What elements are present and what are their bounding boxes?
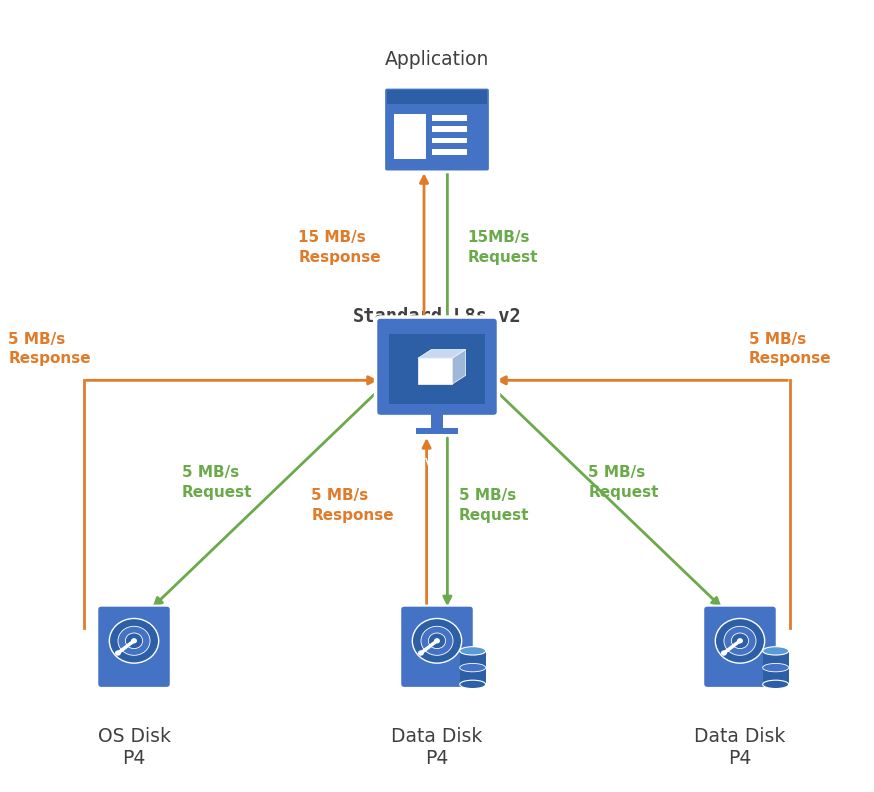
Bar	[460, 651, 486, 684]
Circle shape	[118, 626, 150, 655]
Text: 5 MB/s
Request: 5 MB/s Request	[459, 489, 529, 523]
Bar	[431, 412, 443, 428]
Circle shape	[418, 650, 424, 656]
Text: 5 MB/s
Request: 5 MB/s Request	[182, 465, 252, 500]
Text: VM: VM	[426, 458, 448, 473]
Polygon shape	[418, 349, 466, 358]
Text: Data Disk
P4: Data Disk P4	[392, 728, 482, 768]
Circle shape	[413, 619, 461, 663]
Circle shape	[724, 626, 756, 655]
Text: 15 MB/s
Response: 15 MB/s Response	[299, 230, 381, 265]
Bar	[418, 358, 452, 384]
Text: 5 MB/s
Response: 5 MB/s Response	[749, 332, 831, 367]
Bar	[390, 333, 484, 404]
Circle shape	[115, 650, 121, 656]
Text: Data Disk
P4: Data Disk P4	[694, 728, 786, 768]
Text: 5 MB/s
Response: 5 MB/s Response	[9, 332, 91, 367]
Ellipse shape	[460, 647, 486, 655]
Ellipse shape	[763, 664, 788, 672]
Bar	[763, 651, 788, 684]
Polygon shape	[452, 349, 466, 384]
Text: OS Disk
P4: OS Disk P4	[98, 728, 170, 768]
Circle shape	[421, 626, 453, 655]
FancyBboxPatch shape	[400, 606, 474, 688]
Text: Standard_L8s_v2: Standard_L8s_v2	[352, 307, 522, 327]
Bar	[387, 90, 487, 105]
Text: 5 MB/s
Request: 5 MB/s Request	[588, 465, 659, 500]
Circle shape	[715, 619, 765, 663]
Circle shape	[732, 633, 749, 649]
Circle shape	[125, 633, 142, 649]
FancyBboxPatch shape	[376, 317, 498, 417]
Circle shape	[737, 638, 743, 643]
Ellipse shape	[763, 647, 788, 655]
Text: Application: Application	[385, 50, 489, 69]
Circle shape	[131, 638, 137, 643]
Circle shape	[434, 638, 440, 643]
Bar	[432, 126, 467, 132]
FancyBboxPatch shape	[704, 606, 777, 688]
FancyBboxPatch shape	[97, 606, 170, 688]
Ellipse shape	[763, 680, 788, 688]
Circle shape	[721, 650, 727, 656]
Bar	[432, 115, 467, 120]
Circle shape	[428, 633, 446, 649]
Bar	[432, 149, 467, 154]
FancyBboxPatch shape	[384, 87, 490, 172]
Circle shape	[109, 619, 159, 663]
Ellipse shape	[460, 664, 486, 672]
Bar	[394, 114, 426, 159]
Bar	[432, 138, 467, 143]
Bar	[416, 428, 458, 434]
Text: 15MB/s
Request: 15MB/s Request	[468, 230, 538, 265]
Ellipse shape	[460, 680, 486, 688]
Text: 5 MB/s
Response: 5 MB/s Response	[311, 489, 394, 523]
